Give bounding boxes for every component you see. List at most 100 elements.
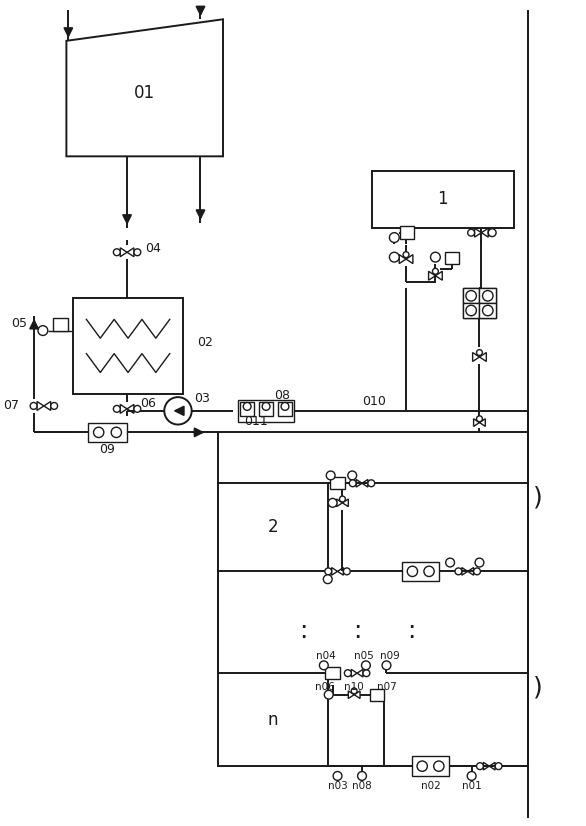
Circle shape [482,291,493,301]
Text: 011: 011 [244,415,268,428]
Text: n05: n05 [354,651,374,661]
Text: 02: 02 [197,336,213,349]
Circle shape [362,661,370,670]
Circle shape [134,406,141,412]
Circle shape [488,229,496,236]
Text: :: : [407,619,415,643]
Circle shape [281,402,289,411]
Text: 05: 05 [11,317,27,330]
Circle shape [134,249,141,256]
Circle shape [390,252,399,262]
Circle shape [345,670,351,676]
Bar [73,298,183,394]
Circle shape [488,230,495,236]
Text: n09: n09 [380,651,399,661]
Circle shape [243,402,251,411]
Circle shape [262,402,270,411]
Circle shape [333,771,342,781]
Circle shape [30,402,37,410]
Text: 04: 04 [145,242,161,255]
Circle shape [113,406,120,412]
Circle shape [475,558,484,567]
Text: n10: n10 [345,682,364,692]
Circle shape [363,670,370,676]
Circle shape [349,480,356,487]
Bar [238,400,294,421]
Circle shape [446,558,455,567]
Bar [325,667,340,679]
Bar [412,757,449,776]
Text: n03: n03 [328,781,347,790]
Bar [259,402,273,415]
Circle shape [348,471,357,480]
Circle shape [455,568,462,575]
Text: 1: 1 [437,191,448,208]
Text: n04: n04 [316,651,336,661]
Circle shape [432,268,438,274]
Circle shape [368,480,374,487]
Circle shape [51,402,57,410]
Text: 03: 03 [193,392,210,405]
Circle shape [476,349,482,355]
Bar [330,477,345,489]
Text: ): ) [533,486,543,510]
Circle shape [467,771,476,781]
Circle shape [466,291,476,301]
Text: 01: 01 [134,83,155,102]
Bar [463,303,479,318]
Circle shape [326,471,335,480]
Circle shape [319,661,328,670]
Circle shape [390,233,399,243]
Text: n06: n06 [315,682,335,692]
Bar [479,288,496,303]
Circle shape [38,325,48,335]
Circle shape [339,496,345,502]
Text: n: n [268,710,278,729]
Text: 2: 2 [268,519,278,536]
Text: n01: n01 [462,781,482,790]
Bar [402,562,440,582]
Bar [463,288,479,303]
Bar [479,303,496,318]
Circle shape [357,771,366,781]
Circle shape [111,427,121,438]
Text: 010: 010 [362,395,386,407]
Circle shape [403,252,409,258]
Circle shape [431,252,440,262]
Circle shape [325,568,332,575]
Circle shape [468,230,475,236]
Bar [53,318,69,331]
Circle shape [417,761,427,771]
Circle shape [164,397,192,425]
Bar [372,171,514,228]
Circle shape [476,415,482,422]
Circle shape [476,762,483,770]
Circle shape [434,761,444,771]
Bar [370,689,383,700]
Circle shape [466,306,476,316]
Circle shape [382,661,391,670]
Circle shape [113,249,120,256]
Circle shape [482,306,493,316]
Circle shape [424,566,434,577]
Text: n08: n08 [352,781,372,790]
Circle shape [328,498,337,507]
Circle shape [473,568,481,575]
Bar [218,483,328,572]
Text: :: : [353,619,362,643]
Circle shape [94,427,104,438]
Bar [218,673,328,767]
Text: 08: 08 [274,389,290,401]
Text: ): ) [533,676,543,700]
Text: :: : [299,619,308,643]
Text: n02: n02 [421,781,441,790]
Bar [400,226,414,239]
Circle shape [323,575,332,584]
Circle shape [324,691,333,699]
Text: n07: n07 [377,682,396,692]
Bar [463,288,496,318]
Bar [240,402,254,415]
Circle shape [343,568,350,575]
Circle shape [407,566,418,577]
Text: 07: 07 [4,400,19,412]
